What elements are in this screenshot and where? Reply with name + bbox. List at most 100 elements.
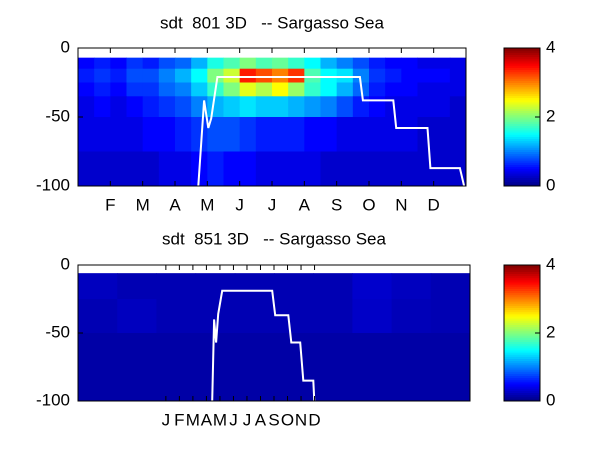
axes-box (77, 264, 471, 402)
heatmap-cell (78, 96, 95, 118)
heatmap-cell (207, 96, 224, 118)
heatmap-cell (336, 82, 354, 97)
colorbar-strip (504, 277, 540, 281)
heatmap-cell (175, 82, 192, 97)
heatmap-cell (239, 151, 257, 187)
colorbar-strip (504, 345, 540, 349)
colorbar-strip (504, 173, 540, 176)
x-tick-label: J (268, 195, 277, 214)
heatmap-cell (313, 299, 353, 334)
colorbar-strip (504, 326, 540, 330)
x-tick-label: J (235, 195, 244, 214)
colorbar-strip (504, 273, 540, 277)
heatmap-cell (156, 333, 197, 402)
heatmap-cell (191, 57, 208, 70)
colorbar-strip (504, 84, 540, 88)
colorbar-strip (504, 166, 540, 170)
colorbar-strip (504, 181, 540, 185)
heatmap-cell (352, 57, 370, 70)
heatmap-cell (417, 96, 435, 118)
colorbar-strip (504, 352, 540, 355)
heatmap-cell (449, 68, 467, 83)
heatmap-cell (336, 68, 354, 83)
colorbar-strip (504, 80, 540, 83)
heatmap-cell (272, 151, 289, 187)
x-tick-label: M (136, 195, 150, 214)
colorbar-strip (504, 373, 540, 376)
heatmap-cell (288, 96, 305, 118)
colorbar-strip (504, 371, 540, 374)
heatmap-cell (401, 96, 418, 118)
heatmap-cell (401, 151, 418, 187)
colorbar-strip (504, 386, 540, 389)
heatmap-cell (126, 96, 144, 118)
heatmap-cell (117, 273, 157, 300)
heatmap-cell (175, 151, 192, 187)
heatmap-cell (320, 117, 338, 152)
heatmap-cell (94, 96, 111, 118)
colorbar-strip (504, 170, 540, 174)
heatmap-cell (195, 333, 236, 402)
heatmap-cell (255, 117, 273, 152)
heatmap-cell (288, 117, 305, 152)
heatmap-cell (156, 273, 197, 300)
heatmap-cell (369, 82, 386, 97)
colorbar-strip (504, 65, 540, 68)
colorbar-strip (504, 112, 540, 116)
colorbar-strip (504, 265, 540, 268)
heatmap-cell (234, 299, 275, 334)
colorbar-strip (504, 394, 540, 398)
x-tick-label: M (200, 195, 214, 214)
colorbar-strip (504, 136, 540, 140)
chart-title: sdt 851 3D -- Sargasso Sea (162, 229, 386, 248)
heatmap-cell (272, 117, 289, 152)
colorbar-strip (504, 76, 540, 79)
heatmap-cell (352, 151, 370, 187)
colorbar-strip (504, 362, 540, 366)
heatmap-cell (336, 57, 354, 70)
colorbar-strip (504, 364, 540, 368)
heatmap-cell (255, 82, 273, 97)
colorbar-strip (504, 320, 540, 323)
colorbar-strip (504, 121, 540, 124)
x-tick-label: N (295, 410, 307, 429)
colorbar-strip (504, 151, 540, 155)
heatmap-cell (255, 68, 273, 83)
x-tick-label: A (299, 195, 311, 214)
heatmap-cell (449, 82, 467, 97)
heatmap-cell (417, 57, 435, 70)
heatmap-cell (391, 333, 432, 402)
heatmap-cell (320, 57, 338, 70)
colorbar-strip (504, 303, 540, 306)
heatmap-cell (433, 57, 451, 70)
heatmap-cell (369, 117, 386, 152)
colorbar-strip (504, 292, 540, 296)
heatmap-cell (223, 151, 241, 187)
colorbar-strip (504, 175, 540, 178)
heatmap-cell (385, 68, 402, 83)
x-tick-label: O (281, 410, 294, 429)
colorbar-strip (504, 52, 540, 55)
heatmap-cell (239, 57, 257, 70)
colorbar-strip (504, 127, 540, 131)
colorbar-strip (504, 299, 540, 302)
colorbar-strip (504, 339, 540, 342)
colorbar-strip (504, 328, 540, 332)
colorbar-strip (504, 269, 540, 272)
colorbar-strip (504, 56, 540, 60)
heatmap-cell (385, 117, 402, 152)
heatmap-cell (126, 151, 144, 187)
heatmap-cell (78, 273, 118, 300)
heatmap-cell (352, 117, 370, 152)
heatmap-cell (385, 82, 402, 97)
colorbar-strip (504, 384, 540, 387)
colorbar-strip (504, 95, 540, 99)
heatmap-cell (255, 96, 273, 118)
colorbar-strip (504, 71, 540, 75)
colorbar-strip (504, 149, 540, 152)
colorbar-strip (504, 354, 540, 357)
heatmap-cell (175, 57, 192, 70)
y-tick-label: 0 (61, 254, 70, 273)
y-tick-label: -100 (36, 175, 70, 194)
heatmap-cell (369, 68, 386, 83)
